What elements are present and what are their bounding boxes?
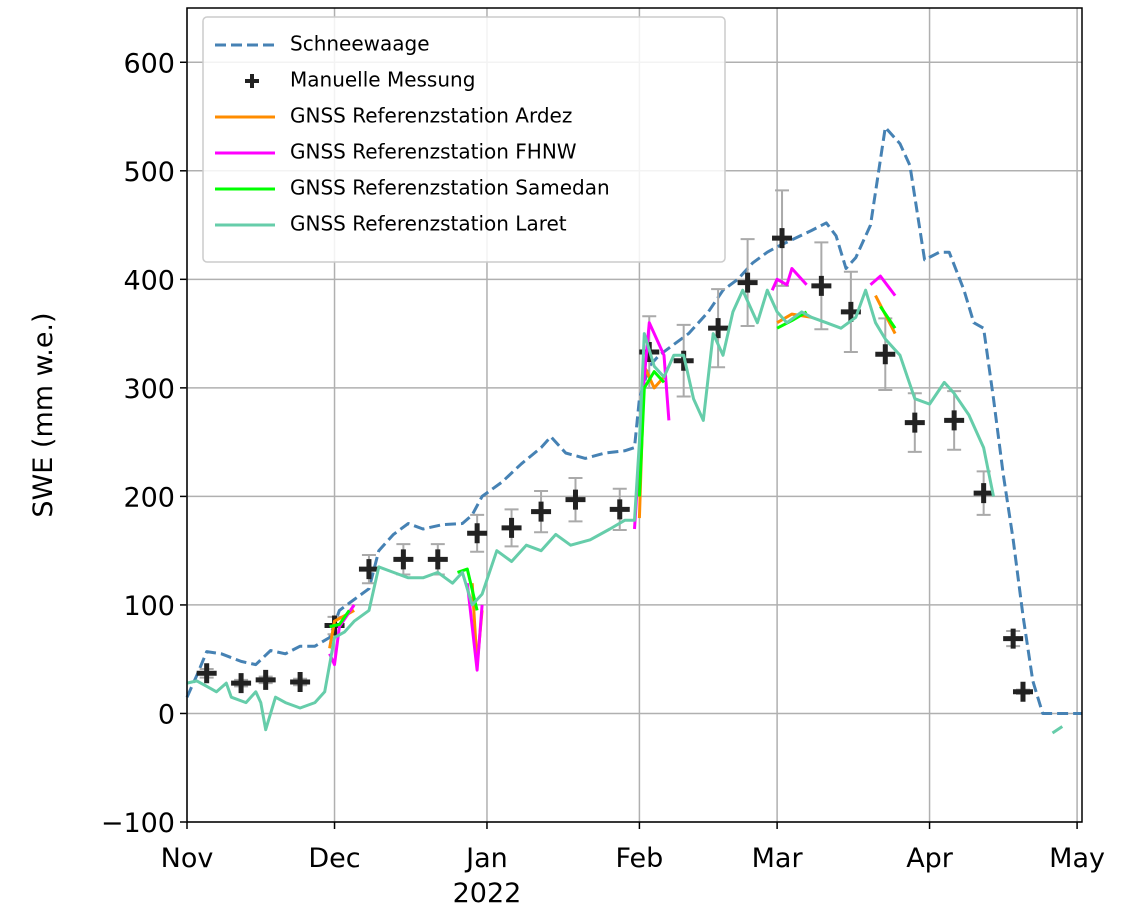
legend-label: GNSS Referenzstation Samedan [290, 176, 610, 200]
line [328, 294, 897, 667]
line [329, 305, 897, 629]
marker [1012, 681, 1033, 702]
legend: Schneewaage Manuelle Messung GNSS Referenz… [202, 16, 726, 263]
x-tick-label: Dec [308, 843, 360, 874]
x-tick-label: Nov [161, 843, 214, 874]
y-tick-label: 400 [123, 265, 175, 296]
legend-label: Manuelle Messung [290, 68, 475, 92]
marker [358, 559, 379, 580]
y-tick-label: 200 [123, 482, 175, 513]
legend-marker [245, 74, 259, 88]
marker [973, 483, 994, 504]
legend-label: GNSS Referenzstation FHNW [290, 140, 577, 164]
marker [501, 517, 522, 538]
marker [944, 410, 965, 431]
legend-box [202, 16, 726, 263]
y-tick-label: 0 [158, 699, 175, 730]
line [186, 288, 1064, 735]
marker [196, 663, 217, 684]
x-tick-label: May [1049, 843, 1105, 874]
y-tick-label: 600 [123, 48, 175, 79]
marker [708, 318, 729, 339]
marker [875, 344, 896, 365]
y-axis-label: SWE (mm w.e.) [28, 312, 59, 517]
y-tick-label: 500 [123, 157, 175, 188]
marker [531, 501, 552, 522]
marker [737, 272, 758, 293]
legend-label: GNSS Referenzstation Ardez [290, 104, 572, 128]
marker [1003, 628, 1024, 649]
marker [609, 499, 630, 520]
marker [255, 669, 276, 690]
marker [290, 671, 311, 692]
marker [772, 228, 793, 249]
marker [393, 549, 414, 570]
x-tick-label: Mar [752, 843, 804, 874]
marker [231, 673, 252, 694]
y-tick-label: 100 [123, 591, 175, 622]
plot-frame [186, 7, 1083, 823]
legend-label: GNSS Referenzstation Laret [290, 212, 567, 236]
x-tick-label: Feb [616, 843, 664, 874]
marker [811, 275, 832, 296]
y-tick-label: −100 [101, 808, 175, 839]
x-tick-label: Jan [464, 843, 508, 874]
marker [904, 412, 925, 433]
marker [565, 489, 586, 510]
x-tick-label: Apr [906, 843, 954, 874]
marker [427, 549, 448, 570]
x-year-label: 2022 [453, 878, 522, 909]
y-tick-label: 300 [123, 374, 175, 405]
marker [467, 523, 488, 544]
line [328, 267, 897, 672]
legend-label: Schneewaage [290, 32, 430, 56]
